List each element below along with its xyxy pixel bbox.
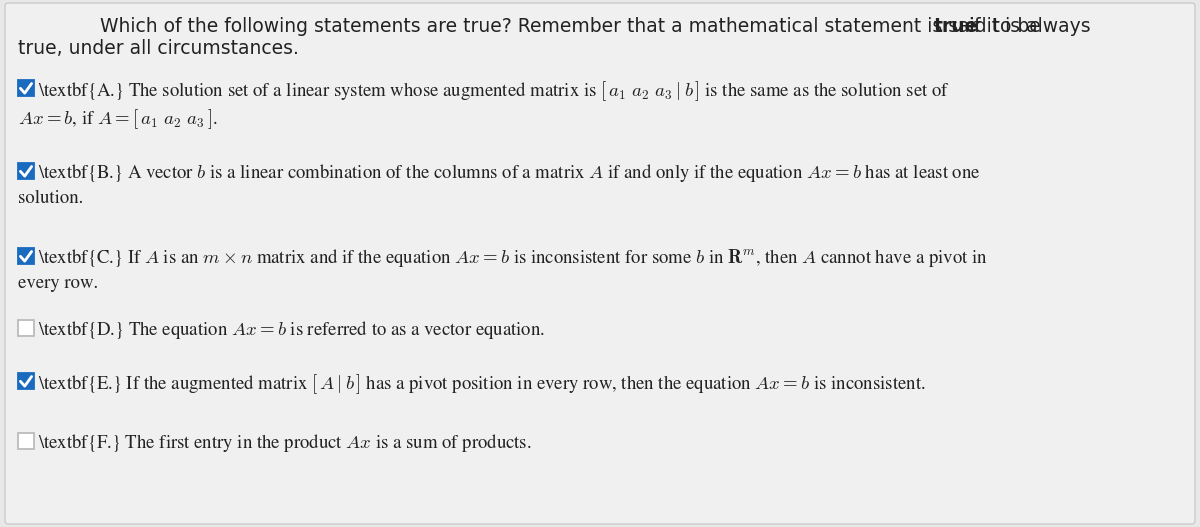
FancyBboxPatch shape bbox=[5, 3, 1195, 524]
Text: solution.: solution. bbox=[18, 190, 83, 207]
FancyBboxPatch shape bbox=[18, 163, 34, 179]
Text: every row.: every row. bbox=[18, 275, 98, 292]
Text: true, under all circumstances.: true, under all circumstances. bbox=[18, 39, 299, 58]
Text: \textbf{B.} A vector $b$ is a linear combination of the columns of a matrix $A$ : \textbf{B.} A vector $b$ is a linear com… bbox=[38, 162, 980, 184]
FancyBboxPatch shape bbox=[18, 320, 34, 336]
Text: true: true bbox=[934, 17, 978, 36]
FancyBboxPatch shape bbox=[18, 373, 34, 389]
Text: \textbf{A.} The solution set of a linear system whose augmented matrix is $[\,a_: \textbf{A.} The solution set of a linear… bbox=[38, 79, 949, 103]
Text: if it is always: if it is always bbox=[964, 17, 1091, 36]
Text: \textbf{D.} The equation $Ax = b$ is referred to as a vector equation.: \textbf{D.} The equation $Ax = b$ is ref… bbox=[38, 319, 545, 341]
FancyBboxPatch shape bbox=[18, 433, 34, 449]
FancyBboxPatch shape bbox=[18, 80, 34, 96]
Text: $Ax = b$, if $A = [\,a_1\ a_2\ a_3\,]$.: $Ax = b$, if $A = [\,a_1\ a_2\ a_3\,]$. bbox=[18, 107, 218, 131]
Text: \textbf{F.} The first entry in the product $Ax$ is a sum of products.: \textbf{F.} The first entry in the produ… bbox=[38, 432, 532, 454]
Text: Which of the following statements are true? Remember that a mathematical stateme: Which of the following statements are tr… bbox=[100, 17, 1046, 36]
FancyBboxPatch shape bbox=[18, 248, 34, 264]
Text: \textbf{C.} If $A$ is an $m \times n$ matrix and if the equation $Ax = b$ is inc: \textbf{C.} If $A$ is an $m \times n$ ma… bbox=[38, 247, 988, 269]
Text: \textbf{E.} If the augmented matrix $[\,A\mid b\,]$ has a pivot position in ever: \textbf{E.} If the augmented matrix $[\,… bbox=[38, 372, 925, 396]
